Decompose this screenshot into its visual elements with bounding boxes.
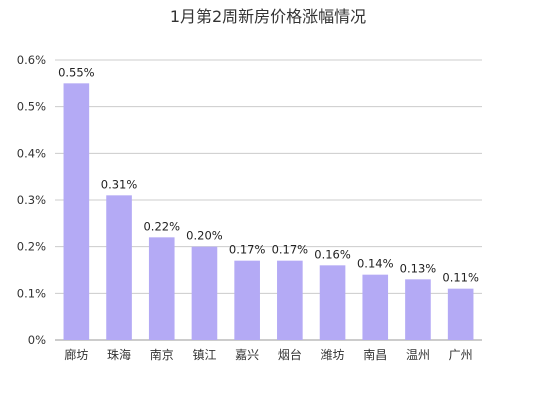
bar bbox=[191, 246, 218, 340]
y-tick-label: 0% bbox=[28, 333, 46, 347]
category-label: 镇江 bbox=[192, 348, 216, 362]
bar bbox=[447, 288, 474, 340]
bar bbox=[405, 279, 431, 340]
category-label: 嘉兴 bbox=[235, 348, 259, 362]
y-tick-label: 0.4% bbox=[17, 146, 46, 160]
category-label: 广州 bbox=[449, 348, 473, 362]
data-label: 0.22% bbox=[143, 219, 180, 233]
data-label: 0.17% bbox=[229, 243, 266, 257]
y-tick-label: 0.2% bbox=[17, 240, 46, 254]
bar bbox=[319, 265, 346, 340]
data-label: 0.55% bbox=[58, 65, 95, 79]
bar bbox=[362, 274, 389, 340]
data-label: 0.31% bbox=[101, 177, 138, 191]
y-tick-label: 0.6% bbox=[17, 53, 46, 67]
category-label: 烟台 bbox=[278, 347, 302, 362]
data-labels: 0.55% 0.31% 0.22% 0.20% 0.17% 0.17% 0.16% 0.14%… bbox=[58, 65, 479, 284]
bar bbox=[106, 195, 132, 340]
y-axis-ticks: 0% 0.1% 0.2% 0.3% 0.4% 0.5% 0.6% bbox=[17, 53, 46, 347]
category-label: 温州 bbox=[406, 348, 430, 362]
bars bbox=[63, 83, 474, 340]
data-label: 0.16% bbox=[314, 247, 351, 261]
x-axis-categories: 廊坊 珠海 南京 镇江 嘉兴 烟台 潍坊 南昌 温州 广州 bbox=[64, 347, 472, 362]
bar bbox=[277, 260, 303, 340]
category-label: 廊坊 bbox=[64, 347, 88, 362]
category-label: 南昌 bbox=[363, 347, 387, 362]
category-label: 南京 bbox=[150, 347, 174, 362]
chart-title: 1月第2周新房价格涨幅情况 bbox=[170, 7, 366, 26]
bar bbox=[63, 83, 90, 340]
category-label: 珠海 bbox=[107, 347, 131, 362]
y-tick-label: 0.1% bbox=[17, 286, 46, 300]
data-label: 0.17% bbox=[272, 243, 309, 257]
data-label: 0.14% bbox=[357, 257, 394, 271]
y-tick-label: 0.3% bbox=[17, 193, 46, 207]
category-label: 潍坊 bbox=[321, 347, 345, 362]
data-label: 0.20% bbox=[186, 229, 223, 243]
bar bbox=[234, 260, 260, 340]
data-label: 0.11% bbox=[442, 271, 479, 285]
y-tick-label: 0.5% bbox=[17, 100, 46, 114]
data-label: 0.13% bbox=[400, 261, 437, 275]
bar bbox=[148, 237, 175, 340]
